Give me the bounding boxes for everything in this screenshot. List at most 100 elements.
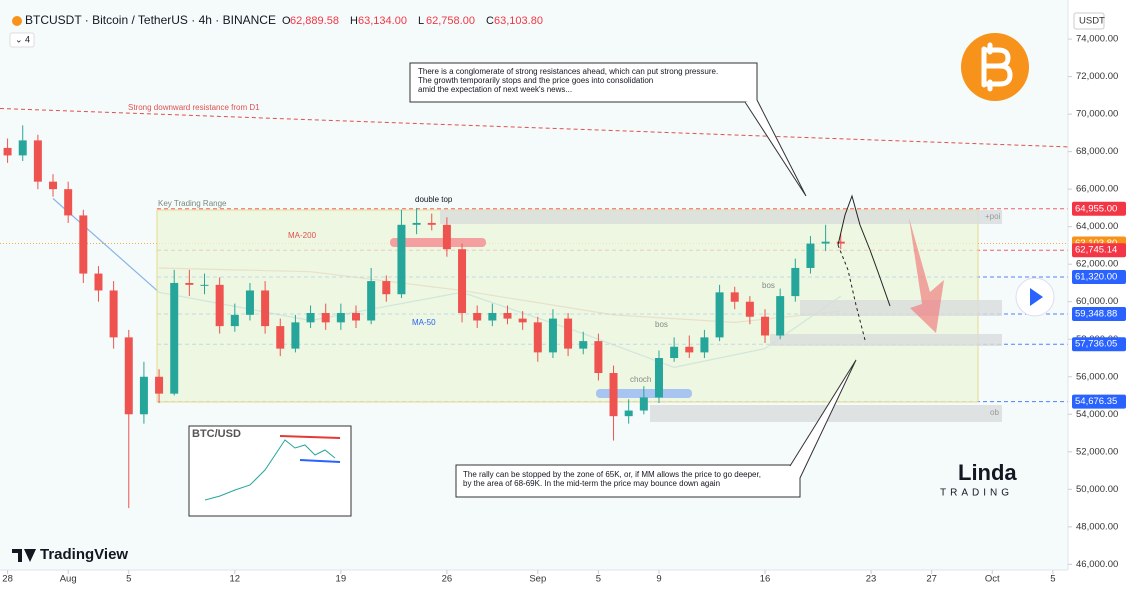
inset-title: BTC/USD — [192, 428, 241, 440]
currency: USDT — [1079, 16, 1105, 27]
annotation: double top — [415, 195, 453, 204]
candle-body — [745, 301, 754, 317]
x-tick-label: 19 — [336, 574, 347, 585]
bitcoin-symbol — [981, 42, 1013, 92]
candle-body — [624, 410, 633, 417]
candle-body — [821, 241, 830, 244]
x-tick-label: 27 — [926, 574, 937, 585]
candle-body — [33, 140, 42, 182]
x-tick-label: 26 — [442, 574, 453, 585]
ohlc-value: 63,103.80 — [494, 15, 543, 27]
price-label-bg — [1072, 201, 1126, 216]
price-label-bg — [1072, 243, 1126, 258]
candle-body — [200, 284, 209, 286]
y-tick-label: 46,000.00 — [1076, 559, 1118, 570]
brand: TradingView — [40, 546, 128, 563]
candle-body — [594, 341, 603, 374]
y-tick-label: 48,000.00 — [1076, 521, 1118, 532]
ohlc-key: L — [418, 15, 424, 27]
price-label: 61,320.00 — [1075, 271, 1117, 282]
callout-pointer — [789, 359, 857, 479]
candle-body — [79, 215, 88, 274]
ohlc-key: O — [282, 15, 291, 27]
candle-body — [654, 358, 663, 398]
inset-line — [299, 459, 341, 463]
candle-body — [533, 322, 542, 353]
zone — [770, 334, 1002, 346]
symbol-icon — [12, 16, 22, 26]
indicators-toggle[interactable] — [9, 32, 35, 48]
y-tick-label: 66,000.00 — [1076, 184, 1118, 195]
play-icon[interactable] — [1030, 288, 1043, 306]
author-logo: Linda — [958, 460, 1017, 485]
annotation: +poi — [985, 212, 1001, 221]
ma-label: MA-200 — [288, 231, 317, 240]
candle-body — [639, 397, 648, 411]
x-tick-label: 16 — [760, 574, 771, 585]
candle-body — [306, 312, 315, 323]
candle-body — [49, 181, 58, 190]
y-tick-label: 70,000.00 — [1076, 109, 1118, 120]
candle-body — [291, 322, 300, 349]
candle-body — [367, 281, 376, 321]
candle-body — [336, 312, 345, 323]
projection-alt — [837, 244, 866, 341]
zone — [800, 300, 1002, 316]
candle-body — [685, 346, 694, 353]
inset-line — [204, 439, 336, 501]
price-label: 54,676.35 — [1075, 396, 1117, 407]
price-label-bg — [1072, 394, 1126, 409]
x-tick-label: Aug — [60, 574, 77, 585]
projection — [837, 194, 891, 307]
x-tick-label: 5 — [126, 574, 131, 585]
candle-body — [412, 222, 421, 225]
candle-body — [488, 312, 497, 321]
candle-body — [261, 290, 270, 327]
y-tick-label: 60,000.00 — [1076, 296, 1118, 307]
inset-line — [279, 435, 341, 439]
candle-body — [730, 292, 739, 302]
callout-box — [455, 464, 801, 498]
x-tick-label: 5 — [1050, 574, 1055, 585]
ohlc-value: 62,889.58 — [290, 15, 339, 27]
indicators-arrow: ⌄ — [15, 34, 23, 44]
callout-pointer — [744, 99, 807, 197]
x-tick-label: Sep — [529, 574, 546, 585]
y-tick-label: 72,000.00 — [1076, 71, 1118, 82]
y-tick-label: 50,000.00 — [1076, 484, 1118, 495]
y-tick-label: 62,000.00 — [1076, 259, 1118, 270]
down-arrow — [909, 218, 944, 333]
candle-body — [170, 282, 179, 394]
price-label-bg — [1072, 337, 1126, 352]
candle-body — [442, 224, 451, 250]
y-tick-label: 56,000.00 — [1076, 371, 1118, 382]
ohlc-key: C — [486, 15, 494, 27]
y-tick-label: 64,000.00 — [1076, 221, 1118, 232]
ohlc-key: H — [350, 15, 358, 27]
ma-label: MA-50 — [412, 318, 436, 327]
candle-body — [139, 376, 148, 415]
x-axis — [0, 570, 1068, 596]
x-tick-label: 5 — [596, 574, 601, 585]
ohlc-value: 63,134.00 — [358, 15, 407, 27]
candle-body — [427, 222, 436, 225]
annotation: Key Trading Range — [158, 199, 227, 208]
candle-body — [3, 147, 12, 156]
y-tick-label: 54,000.00 — [1076, 409, 1118, 420]
candle-body — [836, 241, 845, 244]
y-axis — [1068, 0, 1134, 596]
y-tick-label: 68,000.00 — [1076, 146, 1118, 157]
currency-box — [1073, 12, 1105, 30]
y-tick-label: 52,000.00 — [1076, 446, 1118, 457]
x-tick-label: Oct — [985, 574, 1000, 585]
annotation: bos — [655, 320, 668, 329]
annotation: ob — [990, 408, 999, 417]
price-label-bg — [1072, 306, 1126, 321]
candle-body — [503, 312, 512, 319]
candle-body — [473, 312, 482, 321]
candle-body — [458, 249, 467, 313]
x-tick-label: 12 — [230, 574, 241, 585]
callout-text: The growth temporarily stops and the pri… — [418, 76, 653, 85]
callout-text: amid the expectation of next week's news… — [418, 85, 572, 94]
